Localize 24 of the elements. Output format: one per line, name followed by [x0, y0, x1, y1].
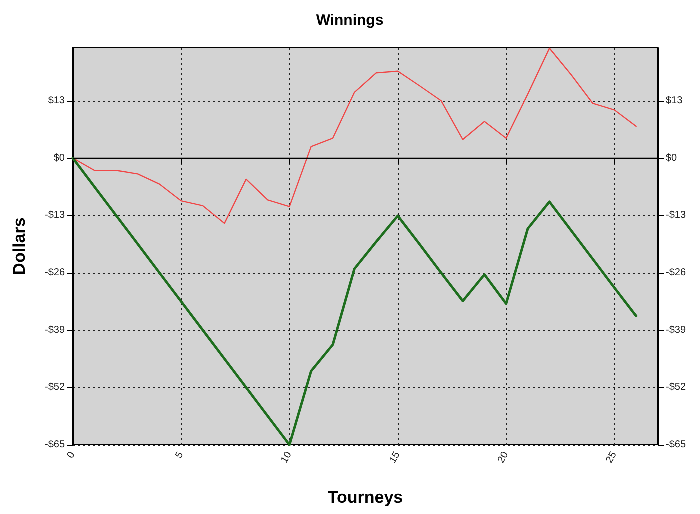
y-axis-title: Dollars: [10, 218, 29, 276]
x-tick-label: 10: [279, 450, 295, 466]
x-tick-label: 20: [496, 450, 512, 466]
y-tick-label: $0: [54, 152, 66, 164]
y-tick-label: -$39: [44, 324, 66, 336]
y2-tick-label: -$52: [666, 382, 686, 394]
y-tick-label: -$52: [44, 382, 66, 394]
x-tick-label: 0: [65, 450, 78, 461]
y2-tick-label: -$65: [666, 440, 686, 450]
chart-title: Winnings: [316, 12, 384, 29]
x-tick-label: 5: [174, 450, 186, 461]
line-series: [72, 157, 638, 446]
y-tick-label: $13: [48, 95, 66, 106]
y-tick-label: -$26: [44, 267, 66, 278]
x-axis-title: Tourneys: [328, 488, 404, 507]
y2-tick-label: $0: [666, 152, 678, 164]
y-tick-label: -$13: [44, 210, 66, 222]
y-tick-label: -$65: [44, 440, 66, 450]
y2-tick-label: -$13: [666, 210, 686, 222]
x-tick-label: 15: [388, 450, 403, 466]
y2-tick-label: -$39: [666, 324, 686, 336]
x-tick-label: 25: [604, 450, 620, 466]
y2-tick-label: -$26: [666, 267, 686, 278]
y2-tick-label: $13: [666, 95, 684, 106]
